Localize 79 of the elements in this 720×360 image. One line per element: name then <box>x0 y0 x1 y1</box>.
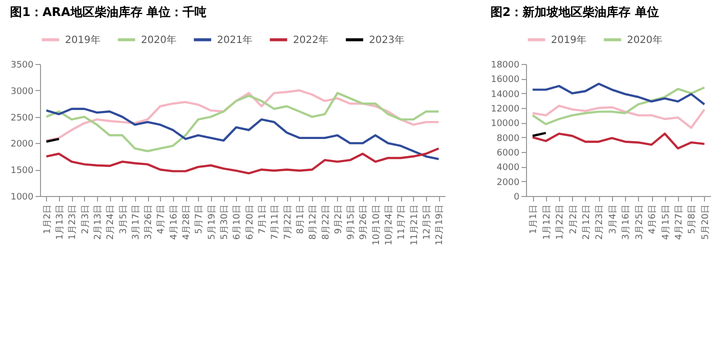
y-tick-label: 16000 <box>490 75 520 86</box>
legend-label: 2020年 <box>627 34 662 46</box>
x-tick-label: 1月12日 <box>542 204 552 240</box>
line-series <box>532 104 706 129</box>
legend-label: 2023年 <box>369 34 404 46</box>
y-tick-label: 1000 <box>10 192 34 202</box>
x-tick-label: 5月30日 <box>220 204 230 240</box>
chart-title: 图2：新加坡地区柴油库存 单位 <box>490 5 659 19</box>
chart-title: 图1：ARA地区柴油库存 单位：千吨 <box>10 5 206 19</box>
x-tick-label: 3月26日 <box>144 204 154 240</box>
x-tick-label: 8月22日 <box>321 204 332 240</box>
x-tick-label: 11月21日 <box>410 204 420 246</box>
line-series <box>45 89 440 142</box>
y-tick-label: 12000 <box>490 104 520 114</box>
x-tick-label: 1月22日 <box>556 204 566 240</box>
x-tick-label: 3月5日 <box>118 204 129 234</box>
line-series <box>45 108 440 160</box>
x-tick-label: 8月1日 <box>296 204 306 234</box>
x-tick-label: 5月20日 <box>700 204 711 240</box>
y-tick-label: 18000 <box>490 60 520 70</box>
y-tick-label: 3000 <box>10 86 34 97</box>
x-tick-label: 9月26日 <box>359 204 370 240</box>
y-tick-label: 2000 <box>10 140 34 150</box>
x-tick-label: 4月7日 <box>156 204 167 234</box>
x-tick-label: 2月23日 <box>595 204 606 240</box>
line-series <box>45 92 440 152</box>
legend-label: 2020年 <box>141 34 176 46</box>
y-tick-label: 4000 <box>496 163 520 174</box>
y-tick-label: 14000 <box>490 90 520 100</box>
x-tick-label: 3月25日 <box>634 204 645 240</box>
legend-label: 2019年 <box>65 34 100 46</box>
x-tick-label: 1月1日 <box>529 204 540 234</box>
x-tick-label: 4月15日 <box>661 204 672 240</box>
x-tick-label: 7月1日 <box>258 204 268 234</box>
y-tick-label: 1500 <box>10 166 34 176</box>
legend-label: 2019年 <box>551 34 586 46</box>
x-tick-label: 3月4日 <box>608 204 618 234</box>
y-tick-label: 6000 <box>496 148 520 158</box>
x-tick-label: 4月27日 <box>674 204 684 240</box>
x-tick-label: 9月2日 <box>334 204 344 234</box>
y-tick-label: 3500 <box>10 60 34 70</box>
x-tick-label: 9月15日 <box>346 204 357 240</box>
line-series <box>532 82 706 106</box>
x-tick-label: 5月8日 <box>688 204 698 234</box>
x-tick-label: 6月10日 <box>232 204 243 240</box>
x-tick-label: 1月2日 <box>42 204 53 234</box>
x-tick-label: 7月11日 <box>270 204 281 240</box>
x-tick-label: 4月16日 <box>169 204 180 240</box>
y-tick-label: 2500 <box>10 113 34 124</box>
y-tick-label: 0 <box>514 192 520 202</box>
y-tick-label: 2000 <box>496 178 520 188</box>
x-tick-label: 5月19日 <box>207 204 218 240</box>
x-tick-label: 2月12日 <box>582 204 592 240</box>
x-tick-label: 4月6日 <box>648 204 658 234</box>
x-tick-label: 12月19日 <box>435 204 446 246</box>
x-tick-label: 3月16日 <box>622 204 632 240</box>
x-tick-label: 2月13日 <box>93 204 104 240</box>
x-tick-label: 8月12日 <box>308 204 319 240</box>
line-series <box>532 86 706 126</box>
x-tick-label: 7月22日 <box>283 204 294 240</box>
y-tick-label: 10000 <box>490 119 520 130</box>
x-tick-label: 4月28日 <box>182 204 192 240</box>
x-tick-label: 10月10日 <box>372 204 382 246</box>
x-tick-label: 11月7日 <box>397 204 408 240</box>
x-tick-label: 1月13日 <box>55 204 66 240</box>
x-tick-label: 6月20日 <box>245 204 256 240</box>
x-tick-label: 10月24日 <box>384 204 395 246</box>
legend-label: 2022年 <box>293 34 328 46</box>
x-tick-label: 5月7日 <box>194 204 205 234</box>
x-tick-label: 2月24日 <box>106 204 116 240</box>
legend-label: 2021年 <box>217 34 252 46</box>
y-tick-label: 8000 <box>496 134 520 144</box>
x-tick-label: 2月3日 <box>80 204 91 234</box>
line-series <box>532 132 706 150</box>
x-tick-label: 1月23日 <box>68 204 78 240</box>
x-tick-label: 2月2日 <box>568 204 579 234</box>
line-series <box>45 147 440 174</box>
x-tick-label: 12月5日 <box>422 204 433 240</box>
x-tick-label: 3月17日 <box>131 204 142 240</box>
